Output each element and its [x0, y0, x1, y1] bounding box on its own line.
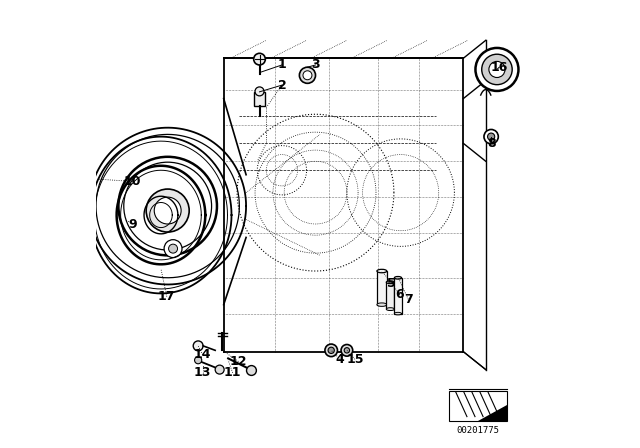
Circle shape [253, 53, 266, 65]
Bar [377, 271, 387, 305]
Ellipse shape [377, 303, 387, 306]
Bar [449, 391, 508, 421]
Text: 1: 1 [278, 58, 286, 72]
Circle shape [168, 244, 177, 253]
Text: 13: 13 [194, 366, 211, 379]
Ellipse shape [387, 281, 394, 284]
Text: 11: 11 [224, 366, 241, 379]
Text: 8: 8 [487, 137, 495, 150]
Ellipse shape [387, 308, 394, 310]
Circle shape [154, 197, 181, 224]
Ellipse shape [394, 276, 401, 279]
Circle shape [146, 189, 189, 232]
Text: 2: 2 [278, 78, 286, 92]
Text: 00201775: 00201775 [457, 426, 500, 435]
Circle shape [341, 345, 353, 356]
Text: 3: 3 [311, 58, 320, 72]
Ellipse shape [377, 269, 387, 273]
Circle shape [488, 133, 495, 140]
Text: 17: 17 [158, 290, 175, 303]
Text: 7: 7 [404, 293, 413, 306]
Circle shape [344, 348, 349, 353]
Circle shape [325, 344, 337, 357]
Text: 12: 12 [230, 355, 247, 368]
Circle shape [328, 347, 334, 353]
Circle shape [246, 366, 257, 375]
Text: 15: 15 [346, 353, 364, 366]
Circle shape [489, 61, 505, 78]
Circle shape [255, 87, 264, 96]
Circle shape [482, 54, 512, 85]
Polygon shape [478, 405, 508, 421]
Circle shape [300, 67, 316, 83]
Circle shape [476, 48, 518, 91]
Circle shape [193, 341, 203, 351]
Circle shape [215, 365, 224, 374]
Circle shape [303, 71, 312, 80]
Text: 9: 9 [129, 217, 137, 231]
Circle shape [164, 240, 182, 258]
Text: 14: 14 [194, 348, 211, 362]
Circle shape [124, 162, 212, 250]
Ellipse shape [394, 312, 401, 315]
Text: 4: 4 [336, 353, 344, 366]
Bar [387, 282, 394, 309]
Circle shape [118, 157, 217, 255]
Bar [253, 92, 266, 106]
Text: 6: 6 [396, 288, 404, 302]
Circle shape [195, 357, 202, 364]
Text: 10: 10 [124, 175, 141, 188]
Text: 5: 5 [387, 276, 396, 290]
Text: 16: 16 [490, 60, 508, 74]
Circle shape [484, 129, 499, 144]
Bar [394, 278, 401, 314]
